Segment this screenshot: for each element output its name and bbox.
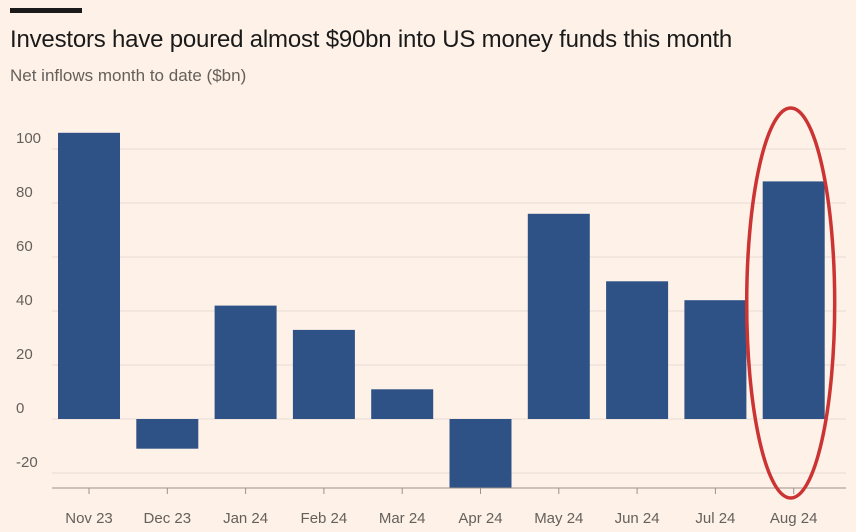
y-tick-label-100: 100: [16, 130, 41, 147]
y-tick-label-40: 40: [16, 292, 33, 309]
x-tick-label-mar-24: Mar 24: [379, 510, 426, 527]
x-tick-label-jun-24: Jun 24: [615, 510, 660, 527]
x-tick-label-may-24: May 24: [534, 510, 583, 527]
y-tick-label--20: -20: [16, 454, 38, 471]
bar-feb-24: [292, 329, 355, 419]
y-tick-label-60: 60: [16, 238, 33, 255]
bar-nov-23: [58, 132, 120, 420]
x-tick-label-dec-23: Dec 23: [144, 510, 192, 527]
bar-jul-24: [684, 300, 747, 419]
bar-dec-23: [136, 419, 199, 449]
y-tick-label-0: 0: [16, 400, 24, 417]
highlight-ellipse: [744, 106, 837, 500]
x-tick-label-feb-24: Feb 24: [301, 510, 348, 527]
x-tick-label-nov-23: Nov 23: [65, 510, 113, 527]
bar-layer: [58, 132, 825, 488]
top-rule: [10, 8, 82, 13]
x-tick-label-aug-24: Aug 24: [770, 510, 818, 527]
chart-title: Investors have poured almost $90bn into …: [10, 26, 733, 53]
bar-jan-24: [214, 305, 277, 419]
bar-jun-24: [606, 281, 669, 419]
bar-aug-24: [762, 181, 825, 419]
chart-subtitle: Net inflows month to date ($bn): [10, 66, 247, 85]
bar-may-24: [527, 213, 590, 419]
x-tick-label-jan-24: Jan 24: [223, 510, 268, 527]
bar-apr-24: [449, 419, 512, 488]
x-tick-label-apr-24: Apr 24: [458, 510, 502, 527]
annotation-layer: [744, 106, 837, 500]
y-tick-label-20: 20: [16, 346, 33, 363]
y-tick-label-80: 80: [16, 184, 33, 201]
x-tick-label-jul-24: Jul 24: [695, 510, 735, 527]
axis-layer: 100 80 60 40 20 0 -20 Nov 23 Dec 23 Jan 24 Feb 24 M…: [16, 130, 846, 527]
bar-mar-24: [371, 389, 434, 419]
